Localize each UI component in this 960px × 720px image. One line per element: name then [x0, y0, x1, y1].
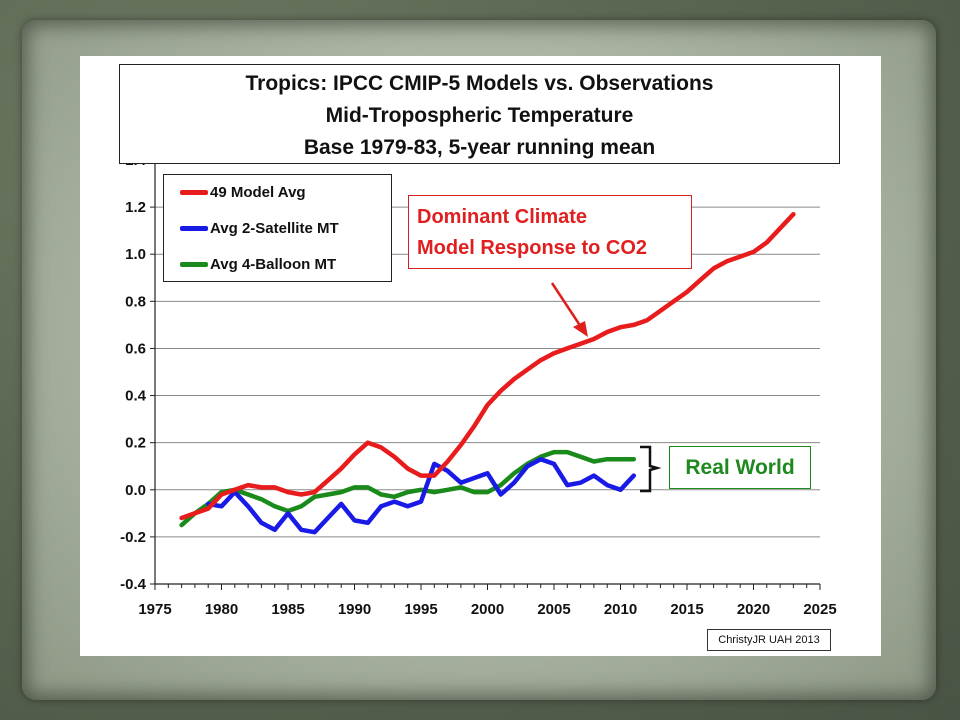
- y-tick-label: 0.8: [125, 293, 146, 310]
- chart-arrows: [550, 282, 662, 493]
- x-tick-label: 1990: [338, 601, 371, 618]
- x-tick-label: 1995: [404, 601, 437, 618]
- y-tick-label: 0.6: [125, 340, 146, 357]
- x-tick-label: 2025: [803, 601, 836, 618]
- x-tick-label: 2010: [604, 601, 637, 618]
- model-response-annotation: Dominant Climate Model Response to CO2: [408, 195, 692, 269]
- model-response-line-2: Model Response to CO2: [417, 237, 648, 259]
- real-world-label: Real World: [685, 456, 795, 479]
- chart-subtitle-2: Base 1979-83, 5-year running mean: [303, 136, 656, 159]
- y-tick-label: 0.2: [125, 435, 146, 452]
- x-tick-labels: 1975 1980 1985 1990 1995 2000 2005 2010 2015 2020…: [138, 601, 836, 618]
- model-response-line-1: Dominant Climate: [417, 206, 588, 228]
- legend-label-balloon: Avg 4-Balloon MT: [210, 255, 337, 273]
- x-tick-label: 2020: [737, 601, 770, 618]
- series-line-balloon: [179, 449, 637, 528]
- series-line-model-avg: [179, 211, 796, 521]
- model-arrow-head: [573, 321, 588, 337]
- legend-label-model: 49 Model Avg: [210, 183, 306, 201]
- chart-legend: 49 Model Avg Avg 2-Satellite MT Avg 4-Ba…: [163, 174, 392, 282]
- y-tick-label: -0.2: [120, 529, 146, 546]
- legend-swatch-model: [180, 189, 208, 195]
- x-tick-label: 1985: [271, 601, 304, 618]
- real-world-annotation: Real World: [669, 446, 811, 489]
- chart-axes: [150, 159, 821, 590]
- legend-swatch-satellite: [180, 225, 208, 231]
- y-tick-label: 1.2: [125, 199, 146, 216]
- legend-entry-model: 49 Model Avg: [180, 180, 306, 204]
- chart-series: [179, 211, 796, 535]
- credit-label: ChristyJR UAH 2013: [707, 629, 831, 651]
- legend-label-satellite: Avg 2-Satellite MT: [210, 219, 339, 237]
- real-world-bracket: [640, 445, 662, 493]
- y-tick-label: 0.0: [125, 482, 146, 499]
- y-tick-label: 0.4: [125, 388, 147, 405]
- y-tick-labels: -0.4-0.20.00.20.40.60.81.01.21.4: [120, 152, 147, 593]
- chart-title: Tropics: IPCC CMIP-5 Models vs. Observat…: [245, 72, 714, 95]
- x-tick-label: 1980: [205, 601, 238, 618]
- chart-subtitle-1: Mid-Tropospheric Temperature: [325, 104, 634, 127]
- series-line-satellite: [205, 456, 637, 535]
- y-tick-label: 1.0: [125, 246, 146, 263]
- x-tick-label: 1975: [138, 601, 171, 618]
- legend-swatch-balloon: [180, 261, 208, 267]
- x-tick-label: 2000: [471, 601, 504, 618]
- x-tick-label: 2015: [670, 601, 703, 618]
- x-tick-label: 2005: [537, 601, 570, 618]
- legend-entry-balloon: Avg 4-Balloon MT: [180, 252, 336, 276]
- y-tick-label: -0.4: [120, 576, 147, 593]
- legend-entry-satellite: Avg 2-Satellite MT: [180, 216, 339, 240]
- chart-title-box: Tropics: IPCC CMIP-5 Models vs. Observat…: [119, 64, 840, 164]
- model-arrow-shaft: [550, 282, 583, 328]
